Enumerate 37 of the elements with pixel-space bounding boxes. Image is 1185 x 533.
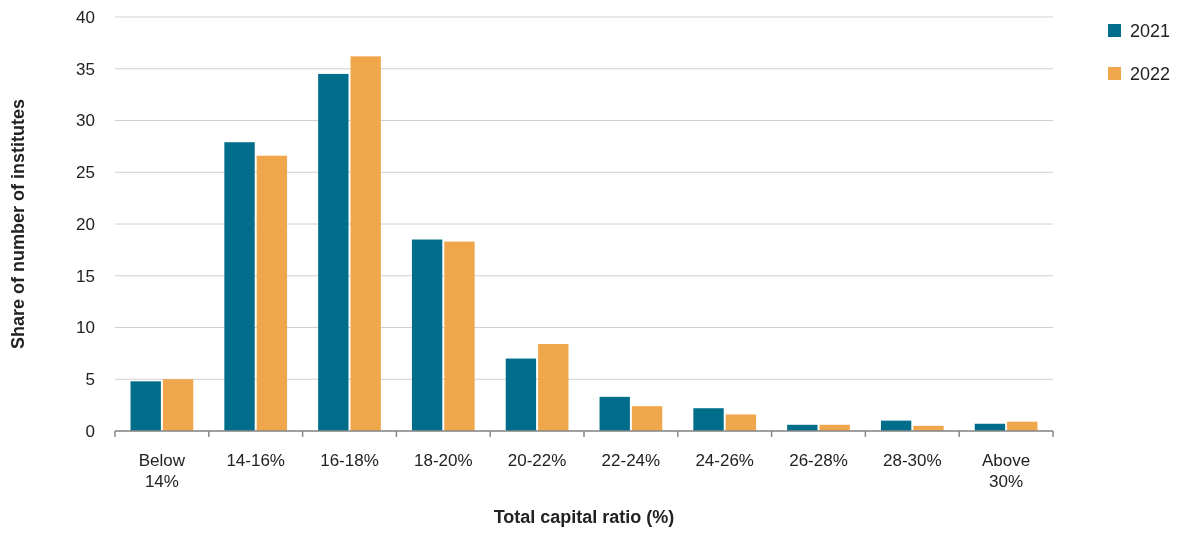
y-axis-title: Share of number of institutes: [8, 98, 28, 350]
y-tick-label: 40: [76, 7, 95, 27]
bar: [224, 142, 255, 431]
bar: [256, 155, 288, 431]
bar: [693, 408, 724, 431]
x-tick-label: 24-26%: [695, 451, 754, 470]
x-tick-label: 26-28%: [789, 451, 848, 470]
x-tick-label: 14-16%: [226, 451, 285, 470]
x-tick-label: Below 14%: [138, 451, 186, 491]
x-tick-label: 20-22%: [507, 451, 567, 470]
y-tick-label: 5: [85, 370, 95, 390]
bar: [350, 56, 381, 431]
y-tick-label: 15: [76, 266, 95, 286]
legend-label: 2021: [1130, 21, 1171, 42]
bar: [538, 344, 569, 431]
bar: [505, 358, 537, 431]
bar: [599, 396, 630, 431]
bar: [411, 239, 443, 431]
x-tick-label: 18-20%: [414, 451, 473, 470]
bar: [725, 414, 757, 431]
x-tick-label: Above 30%: [982, 451, 1031, 491]
bar: [631, 406, 663, 431]
bar: [130, 381, 161, 431]
x-tick-label: 28-30%: [883, 451, 942, 470]
x-tick-label: 22-24%: [601, 451, 661, 470]
y-tick-label: 10: [76, 318, 95, 338]
y-tick-label: 0: [85, 421, 95, 441]
legend-label: 2022: [1130, 64, 1171, 85]
x-axis-title: Total capital ratio (%): [493, 507, 675, 527]
bar: [318, 73, 349, 431]
y-tick-label: 20: [76, 214, 95, 234]
y-tick-label: 25: [76, 163, 95, 183]
x-tick-label: 16-18%: [320, 451, 379, 470]
bar: [162, 379, 194, 431]
bar: [444, 241, 475, 431]
y-tick-label: 35: [76, 59, 95, 79]
y-tick-label: 30: [76, 111, 95, 131]
